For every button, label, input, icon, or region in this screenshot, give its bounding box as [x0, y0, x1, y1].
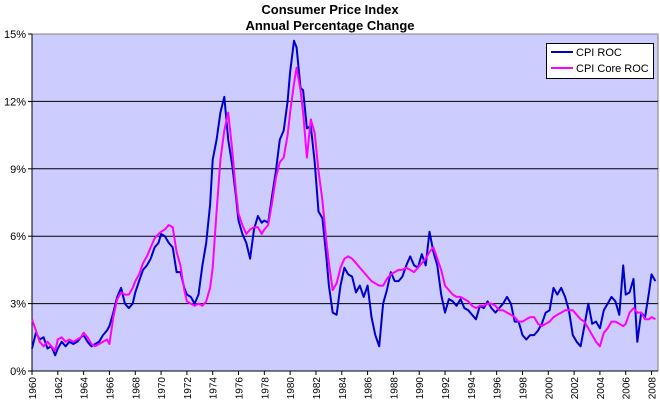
y-tick-label: 12%: [4, 96, 26, 108]
chart-subtitle: Annual Percentage Change: [245, 18, 415, 33]
y-tick-label: 0%: [10, 366, 26, 378]
x-tick-label: 2008: [648, 377, 659, 400]
y-tick-label: 9%: [10, 164, 26, 176]
x-tick-label: 1986: [364, 377, 375, 400]
x-tick-label: 1964: [80, 377, 91, 400]
x-tick-label: 1980: [286, 377, 297, 400]
y-tick-label: 15%: [4, 29, 26, 41]
x-tick-label: 1978: [260, 377, 271, 400]
x-tick-label: 1968: [131, 377, 142, 400]
x-tick-label: 2004: [596, 377, 607, 400]
x-tick-label: 1984: [338, 377, 349, 400]
x-tick-label: 1998: [518, 377, 529, 400]
legend-label-cpi-core: CPI Core ROC: [576, 63, 649, 75]
legend-item-cpi: CPI ROC: [551, 46, 622, 60]
legend-swatch-cpi: [551, 51, 573, 54]
x-tick-label: 2006: [622, 377, 633, 400]
y-tick-label: 3%: [10, 299, 26, 311]
legend-label-cpi: CPI ROC: [576, 47, 622, 59]
legend-item-cpi-core: CPI Core ROC: [551, 62, 649, 76]
y-tick-label: 6%: [10, 231, 26, 243]
x-tick-label: 1970: [157, 377, 168, 400]
x-tick-label: 1966: [105, 377, 116, 400]
series-line-cpi: [31, 39, 657, 357]
x-tick-label: 1990: [415, 377, 426, 400]
x-tick-label: 2002: [570, 377, 581, 400]
x-tick-label: 1982: [312, 377, 323, 400]
x-tick-label: 1988: [389, 377, 400, 400]
chart-title: Consumer Price Index: [261, 2, 399, 17]
x-tick-label: 1972: [183, 377, 194, 400]
x-tick-label: 2000: [544, 377, 555, 400]
x-tick-label: 1962: [54, 377, 65, 400]
x-tick-label: 1960: [28, 377, 39, 400]
x-tick-label: 1994: [467, 377, 478, 400]
series-line-cpi-core: [31, 66, 656, 352]
plot-area: [31, 33, 659, 372]
x-tick-label: 1976: [235, 377, 246, 400]
x-tick-label: 1974: [209, 377, 220, 400]
legend-swatch-cpi-core: [551, 67, 573, 70]
x-tick-label: 1992: [441, 377, 452, 400]
x-tick-label: 1996: [493, 377, 504, 400]
chart-legend: CPI ROC CPI Core ROC: [546, 43, 654, 79]
